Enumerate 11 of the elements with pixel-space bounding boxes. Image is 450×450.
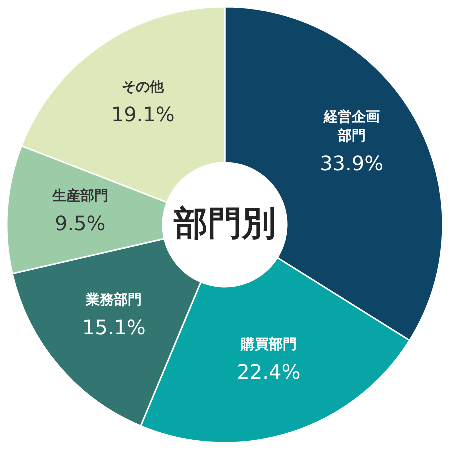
slice-label: 業務部門 xyxy=(85,291,142,308)
data-label: 33.9% xyxy=(320,152,384,176)
text: 部門別 xyxy=(173,204,276,244)
data-label: 15.1% xyxy=(82,315,146,340)
slice-label: 生産部門 xyxy=(51,188,108,205)
data-label: 22.4% xyxy=(237,360,301,384)
slice-label: 経営企画部門 xyxy=(322,110,380,145)
data-label: 19.1% xyxy=(111,102,175,126)
slice-label: その他 xyxy=(122,79,166,96)
slice-label: 購買部門 xyxy=(240,336,297,354)
data-label: 9.5% xyxy=(54,212,106,236)
